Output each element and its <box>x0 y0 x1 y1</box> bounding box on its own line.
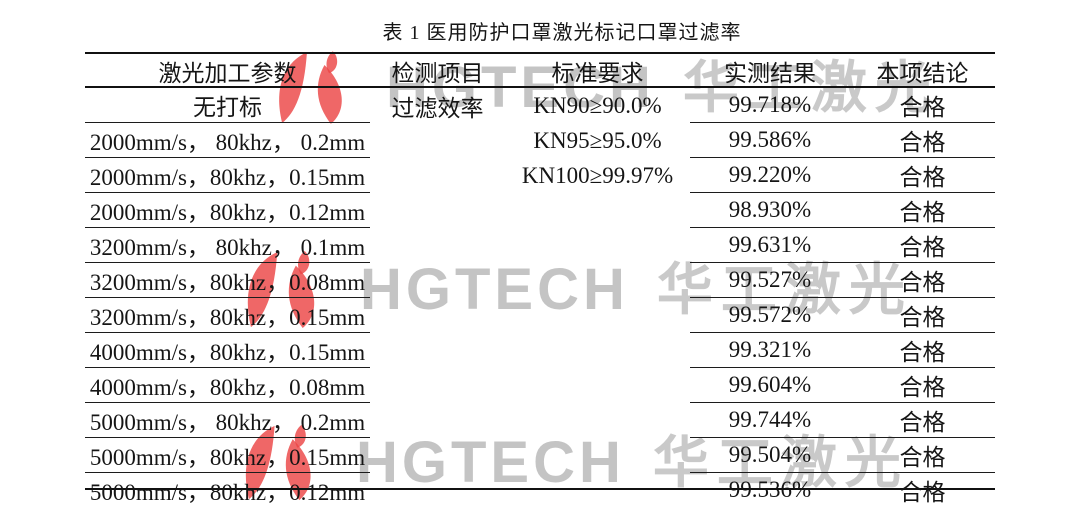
cell-standard <box>505 193 690 228</box>
cell-laser-params: 3200mm/s，80khz，0.08mm <box>85 263 370 298</box>
cell-conclusion: 合格 <box>850 333 995 368</box>
cell-standard <box>505 298 690 333</box>
table-row: 2000mm/s，80khz，0.15mm KN100≥99.97% 99.22… <box>85 158 995 193</box>
table-row: 5000mm/s， 80khz， 0.2mm 99.744% 合格 <box>85 403 995 438</box>
cell-result: 99.631% <box>690 228 850 263</box>
cell-laser-params: 5000mm/s， 80khz， 0.2mm <box>85 403 370 438</box>
cell-result: 99.527% <box>690 263 850 298</box>
cell-result: 99.586% <box>690 123 850 158</box>
cell-conclusion: 合格 <box>850 438 995 473</box>
cell-standard <box>505 368 690 403</box>
table-row: 4000mm/s，80khz，0.08mm 99.604% 合格 <box>85 368 995 403</box>
cell-test-item <box>370 123 505 158</box>
table-caption: 表 1 医用防护口罩激光标记口罩过滤率 <box>382 22 742 44</box>
cell-conclusion: 合格 <box>850 158 995 193</box>
cell-result: 99.572% <box>690 298 850 333</box>
table-row: 5000mm/s，80khz，0.12mm 99.536% 合格 <box>85 473 995 507</box>
table-row: 4000mm/s，80khz，0.15mm 99.321% 合格 <box>85 333 995 368</box>
cell-conclusion: 合格 <box>850 193 995 228</box>
cell-laser-params: 5000mm/s，80khz，0.15mm <box>85 438 370 473</box>
column-header-test-item: 检测项目 <box>391 61 484 86</box>
cell-laser-params: 4000mm/s，80khz，0.08mm <box>85 368 370 403</box>
table-row: 5000mm/s，80khz，0.15mm 99.504% 合格 <box>85 438 995 473</box>
column-header-standard: 标准要求 <box>551 61 644 86</box>
cell-standard: KN90≥90.0% <box>533 92 662 118</box>
cell-conclusion: 合格 <box>899 480 946 505</box>
cell-result: 99.744% <box>690 403 850 438</box>
cell-result: 99.536% <box>728 477 812 502</box>
cell-standard <box>505 228 690 263</box>
cell-laser-params: 3200mm/s， 80khz， 0.1mm <box>85 228 370 263</box>
cell-laser-params: 3200mm/s，80khz，0.15mm <box>85 298 370 333</box>
table-header-row: 激光加工参数 检测项目 标准要求 实测结果 本项结论 <box>85 54 995 88</box>
cell-result: 98.930% <box>690 193 850 228</box>
column-header-conclusion: 本项结论 <box>876 61 969 86</box>
column-header-laser-params: 激光加工参数 <box>158 61 297 86</box>
cell-conclusion: 合格 <box>850 88 995 123</box>
cell-result: 99.504% <box>690 438 850 473</box>
filtration-table: 激光加工参数 检测项目 标准要求 实测结果 本项结论 无打标 过滤效率 KN90… <box>85 52 995 505</box>
cell-standard <box>505 333 690 368</box>
table-row: 3200mm/s，80khz，0.15mm 99.572% 合格 <box>85 298 995 333</box>
cell-conclusion: 合格 <box>850 368 995 403</box>
cell-test-item: 过滤效率 <box>391 95 484 121</box>
cell-standard: KN100≥99.97% <box>521 162 674 188</box>
table-body: 无打标 过滤效率 KN90≥90.0% 99.718% 合格 2000mm/s，… <box>85 88 995 507</box>
cell-test-item <box>370 228 505 263</box>
cell-standard <box>505 403 690 438</box>
cell-result: 99.321% <box>690 333 850 368</box>
column-header-result: 实测结果 <box>724 61 816 86</box>
cell-standard <box>505 473 690 507</box>
table-row: 无打标 过滤效率 KN90≥90.0% 99.718% 合格 <box>85 88 995 123</box>
cell-result: 99.718% <box>690 88 850 123</box>
cell-result: 99.220% <box>690 158 850 193</box>
cell-laser-params: 2000mm/s，80khz，0.12mm <box>85 193 370 228</box>
cell-test-item <box>370 158 505 193</box>
cell-result: 99.604% <box>690 368 850 403</box>
cell-standard: KN95≥95.0% <box>533 127 662 153</box>
cell-conclusion: 合格 <box>850 263 995 298</box>
cell-test-item <box>370 298 505 333</box>
cell-test-item <box>370 333 505 368</box>
table-row: 3200mm/s， 80khz， 0.1mm 99.631% 合格 <box>85 228 995 263</box>
cell-test-item <box>370 193 505 228</box>
cell-test-item <box>370 403 505 438</box>
table-row: 2000mm/s， 80khz， 0.2mm KN95≥95.0% 99.586… <box>85 123 995 158</box>
cell-standard <box>505 438 690 473</box>
cell-laser-params: 4000mm/s，80khz，0.15mm <box>85 333 370 368</box>
cell-conclusion: 合格 <box>850 403 995 438</box>
cell-laser-params: 5000mm/s，80khz，0.12mm <box>89 480 366 505</box>
table-row: 3200mm/s，80khz，0.08mm 99.527% 合格 <box>85 263 995 298</box>
cell-test-item <box>370 438 505 473</box>
cell-laser-params: 2000mm/s， 80khz， 0.2mm <box>85 123 370 158</box>
cell-standard <box>505 263 690 298</box>
cell-laser-params: 2000mm/s，80khz，0.15mm <box>85 158 370 193</box>
cell-conclusion: 合格 <box>850 228 995 263</box>
table-row: 2000mm/s，80khz，0.12mm 98.930% 合格 <box>85 193 995 228</box>
cell-test-item <box>370 473 505 507</box>
cell-test-item <box>370 263 505 298</box>
cell-test-item <box>370 368 505 403</box>
cell-conclusion: 合格 <box>850 298 995 333</box>
cell-laser-params: 无打标 <box>85 88 370 123</box>
cell-conclusion: 合格 <box>850 123 995 158</box>
